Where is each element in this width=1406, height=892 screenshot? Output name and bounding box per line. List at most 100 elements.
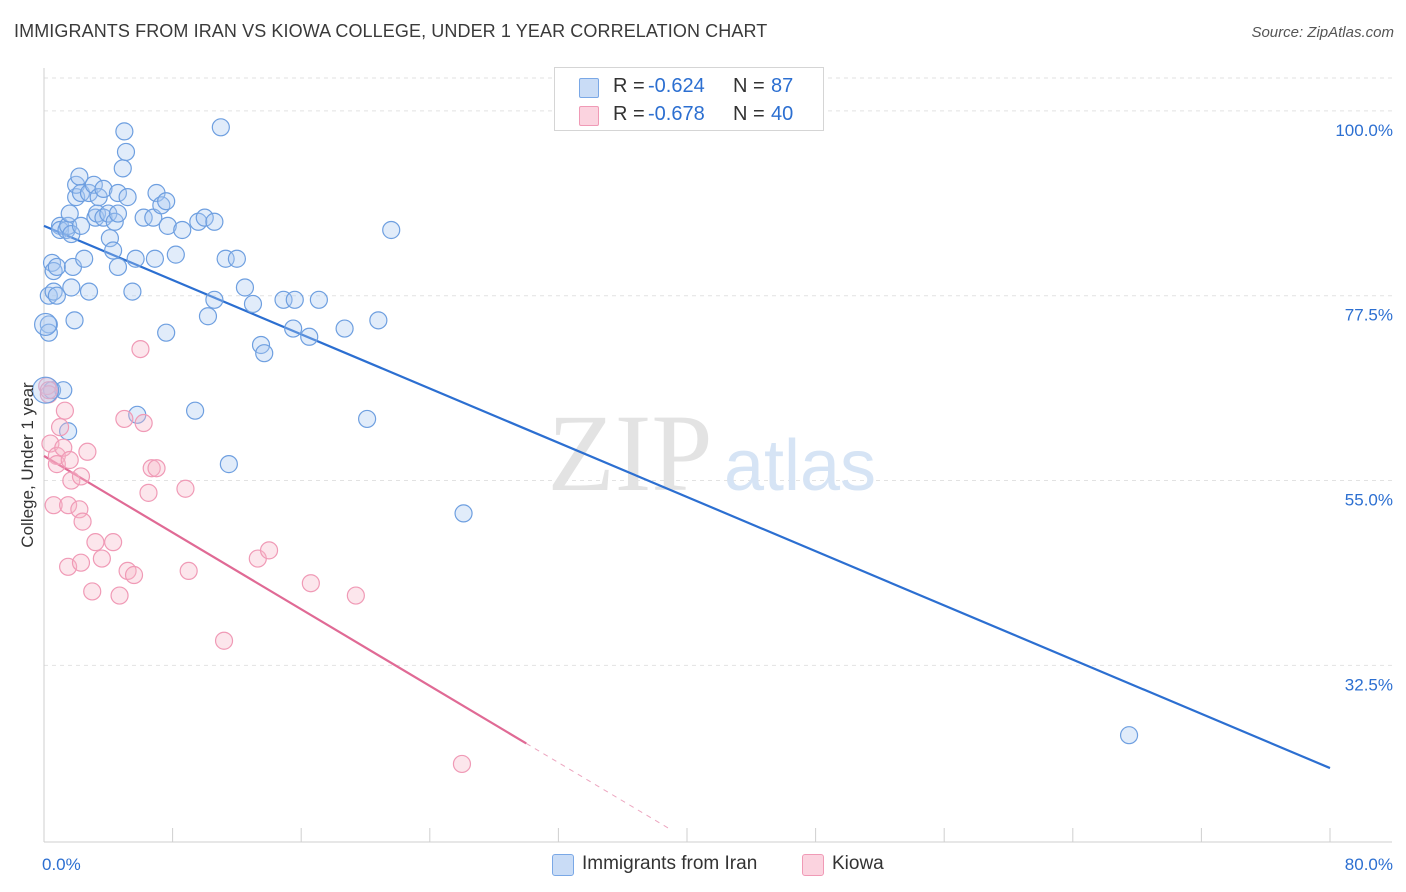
point-iran xyxy=(243,294,263,314)
point-kiowa xyxy=(71,553,91,572)
point-iran xyxy=(205,290,224,309)
point-iran xyxy=(60,204,79,223)
point-iran xyxy=(71,216,91,235)
point-iran xyxy=(115,122,134,141)
point-kiowa xyxy=(139,483,158,502)
point-iran xyxy=(205,212,224,231)
point-kiowa xyxy=(147,459,166,478)
point-kiowa xyxy=(50,418,70,437)
point-iran xyxy=(126,249,145,268)
point-iran xyxy=(255,344,274,363)
point-kiowa xyxy=(39,381,58,400)
legend-r-value: -0.678 xyxy=(648,103,705,125)
y-tick-label: 55.0% xyxy=(1345,491,1393,510)
point-kiowa xyxy=(176,479,195,498)
point-kiowa xyxy=(60,450,79,470)
point-kiowa xyxy=(78,442,97,461)
axes xyxy=(43,68,1392,843)
point-iran xyxy=(157,323,176,342)
legend-box: R = -0.624 N = 87 R = -0.678 N = 40 xyxy=(554,67,824,131)
point-kiowa xyxy=(214,631,234,650)
point-iran xyxy=(62,278,81,297)
point-iran xyxy=(300,327,319,346)
point-iran xyxy=(235,278,255,297)
point-kiowa xyxy=(452,754,472,774)
point-iran xyxy=(79,282,99,301)
point-iran xyxy=(113,159,132,178)
point-iran xyxy=(108,183,128,203)
point-kiowa xyxy=(131,339,150,359)
point-iran xyxy=(47,257,66,277)
point-iran xyxy=(285,290,304,309)
point-kiowa xyxy=(346,586,365,605)
legend-n-label: N = xyxy=(733,103,765,125)
x-tick-label: 0.0% xyxy=(42,855,81,874)
trend-line-kiowa xyxy=(43,454,527,745)
watermark-atlas: atlas xyxy=(724,426,876,506)
point-iran xyxy=(47,286,66,305)
point-kiowa xyxy=(73,512,92,531)
point-iran xyxy=(39,323,58,342)
point-kiowa xyxy=(44,496,63,515)
point-iran xyxy=(284,319,303,338)
point-iran xyxy=(145,249,165,268)
point-iran xyxy=(104,241,123,260)
point-kiowa xyxy=(259,541,279,560)
point-kiowa xyxy=(55,401,74,420)
point-kiowa xyxy=(104,533,123,552)
y-tick-label: 100.0% xyxy=(1335,121,1393,140)
point-kiowa xyxy=(86,533,105,552)
chart-title: IMMIGRANTS FROM IRAN VS KIOWA COLLEGE, U… xyxy=(14,21,768,41)
bottom-legend-swatch-kiowa xyxy=(802,854,824,876)
data-points xyxy=(32,118,1139,774)
point-kiowa xyxy=(124,565,144,585)
source-label: Source: ZipAtlas.com xyxy=(1251,24,1394,41)
point-iran xyxy=(186,401,205,420)
point-kiowa xyxy=(115,409,134,429)
point-kiowa xyxy=(62,471,81,490)
legend-n-value: 87 xyxy=(771,75,794,97)
point-iran xyxy=(166,245,185,264)
point-kiowa xyxy=(83,582,102,601)
point-kiowa xyxy=(301,574,320,593)
point-iran xyxy=(1119,726,1139,745)
point-iran xyxy=(198,307,218,326)
x-tick-label: 80.0% xyxy=(1345,855,1393,874)
point-iran xyxy=(134,208,153,227)
point-iran xyxy=(358,409,377,429)
point-iran xyxy=(195,208,214,227)
point-iran xyxy=(227,249,246,268)
point-iran xyxy=(123,282,142,301)
point-kiowa xyxy=(179,561,198,581)
trend-line-kiowa-extension xyxy=(525,742,672,831)
point-iran xyxy=(382,220,401,240)
point-kiowa xyxy=(142,459,161,478)
legend-swatch-kiowa xyxy=(579,106,599,126)
bottom-legend-label-kiowa: Kiowa xyxy=(832,853,884,874)
trend-line-iran xyxy=(43,224,1331,770)
point-iran xyxy=(454,504,473,523)
point-iran xyxy=(173,220,192,240)
bottom-legend-label-iran: Immigrants from Iran xyxy=(582,853,758,874)
legend-r-label: R = xyxy=(613,103,645,125)
legend-n-label: N = xyxy=(733,75,765,97)
point-iran xyxy=(108,257,128,277)
point-iran xyxy=(65,311,84,330)
legend-n-value: 40 xyxy=(771,103,794,125)
point-iran xyxy=(157,192,176,211)
point-iran xyxy=(219,455,238,474)
point-kiowa xyxy=(59,496,78,515)
point-iran xyxy=(309,290,328,309)
grid-lines xyxy=(44,77,1392,666)
point-iran xyxy=(75,249,94,268)
y-tick-label: 32.5% xyxy=(1345,675,1393,694)
legend-row-kiowa: R = -0.678 N = 40 xyxy=(555,100,823,130)
bottom-legend-swatch-iran xyxy=(552,854,574,876)
point-iran xyxy=(94,179,113,199)
legend-swatch-iran xyxy=(579,78,599,98)
point-kiowa xyxy=(110,586,129,605)
watermark-zip: ZIP xyxy=(548,392,713,514)
point-iran xyxy=(32,376,60,404)
y-tick-label: 77.5% xyxy=(1345,306,1393,325)
